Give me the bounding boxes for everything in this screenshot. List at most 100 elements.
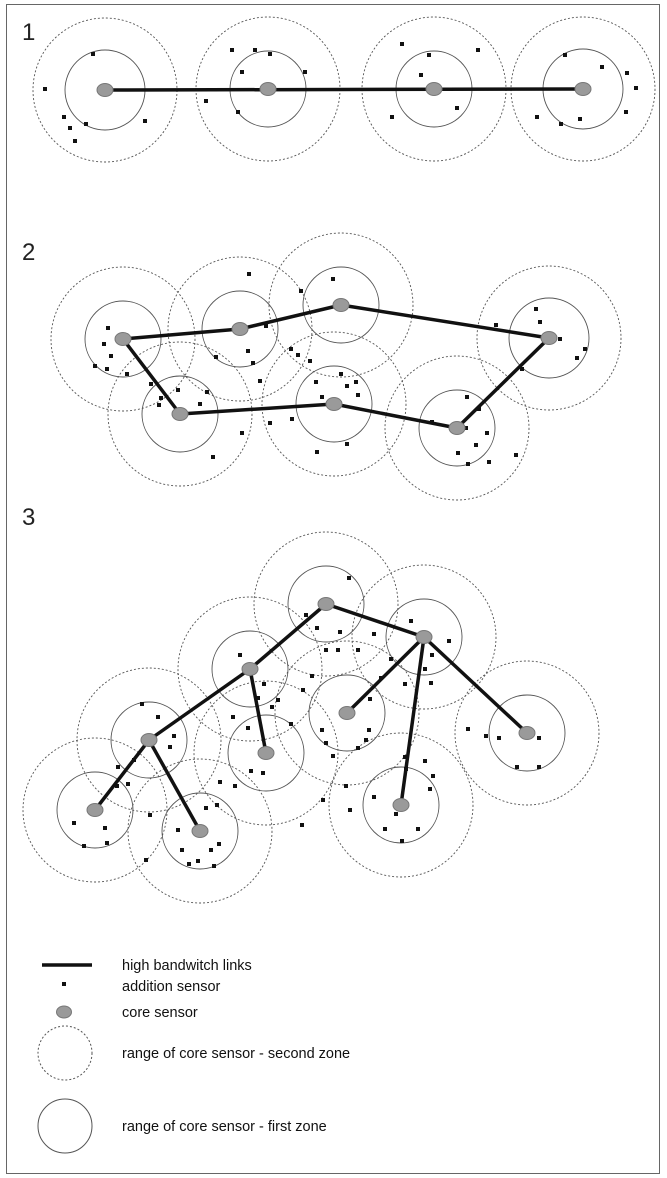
addition-sensor: [477, 407, 481, 411]
addition-sensor: [289, 347, 293, 351]
addition-sensor: [172, 734, 176, 738]
addition-sensor: [256, 696, 260, 700]
addition-sensor: [103, 826, 107, 830]
addition-sensor: [159, 396, 163, 400]
core-sensor: [425, 82, 443, 96]
first-zone-circle: [84, 300, 162, 378]
addition-sensor: [356, 746, 360, 750]
addition-sensor: [246, 726, 250, 730]
second-zone-circle: [351, 564, 497, 710]
high-bandwidth-link: [345, 635, 426, 715]
addition-sensor: [339, 372, 343, 376]
core-sensor: [338, 706, 356, 720]
addition-sensor: [379, 676, 383, 680]
addition-sensor: [430, 653, 434, 657]
addition-sensor: [345, 442, 349, 446]
addition-sensor: [324, 741, 328, 745]
addition-sensor: [198, 402, 202, 406]
addition-sensor: [157, 403, 161, 407]
addition-sensor: [261, 771, 265, 775]
addition-sensor: [423, 667, 427, 671]
addition-sensor: [497, 736, 501, 740]
addition-sensor: [262, 682, 266, 686]
addition-sensor: [246, 349, 250, 353]
addition-sensor: [372, 632, 376, 636]
addition-sensor: [230, 48, 234, 52]
addition-sensor: [344, 784, 348, 788]
addition-sensor: [331, 754, 335, 758]
addition-sensor: [474, 443, 478, 447]
addition-sensor: [324, 648, 328, 652]
addition-sensor: [356, 393, 360, 397]
addition-sensor: [102, 342, 106, 346]
legend: high bandwitch links addition sensor cor…: [37, 958, 350, 1154]
addition-sensor: [211, 455, 215, 459]
addition-sensor: [93, 364, 97, 368]
addition-sensor: [430, 420, 434, 424]
addition-sensor: [466, 727, 470, 731]
high-bandwidth-link: [121, 303, 551, 430]
addition-sensor: [487, 460, 491, 464]
core-sensor: [325, 397, 343, 411]
addition-sensor: [465, 395, 469, 399]
high-bandwidth-link: [93, 602, 529, 812]
first-zone-circle: [508, 297, 590, 379]
panel-1-number: 1: [22, 19, 35, 46]
first-zone-circle: [308, 674, 386, 752]
addition-sensor: [400, 839, 404, 843]
legend-second-zone-label: range of core sensor - second zone: [122, 1046, 350, 1062]
first-zone-circle: [302, 266, 380, 344]
first-zone-circle: [295, 365, 373, 443]
addition-sensor: [240, 70, 244, 74]
addition-sensor: [105, 841, 109, 845]
legend-links-label: high bandwitch links: [122, 958, 252, 974]
second-zone-circle: [454, 660, 600, 806]
addition-sensor: [43, 87, 47, 91]
addition-sensor: [625, 71, 629, 75]
addition-sensor: [268, 52, 272, 56]
addition-sensors: [43, 42, 638, 868]
addition-sensor: [429, 681, 433, 685]
core-sensor: [86, 803, 104, 817]
first-zone-circle: [141, 375, 219, 453]
core-sensor: [259, 82, 277, 96]
addition-sensor: [214, 355, 218, 359]
addition-sensor: [538, 320, 542, 324]
second-zone-circle: [177, 596, 323, 742]
first-zone-circle: [110, 701, 188, 779]
addition-sensor: [404, 767, 408, 771]
legend-core-swatch: [56, 1005, 72, 1019]
second-zone-circle: [476, 265, 622, 411]
addition-sensor: [253, 48, 257, 52]
addition-sensor: [212, 864, 216, 868]
addition-sensor: [140, 702, 144, 706]
addition-sensor: [347, 576, 351, 580]
core-sensor: [114, 332, 132, 346]
addition-sensor: [403, 682, 407, 686]
addition-sensor: [84, 122, 88, 126]
addition-sensor: [394, 812, 398, 816]
addition-sensor: [105, 367, 109, 371]
core-sensor: [332, 298, 350, 312]
legend-core-label: core sensor: [122, 1005, 198, 1021]
first-zone-circle: [488, 694, 566, 772]
addition-sensor: [354, 380, 358, 384]
addition-sensor: [268, 421, 272, 425]
addition-sensor: [485, 431, 489, 435]
addition-sensor: [427, 53, 431, 57]
core-sensor: [448, 421, 466, 435]
addition-sensor: [624, 110, 628, 114]
addition-sensor: [204, 806, 208, 810]
second-zone-circle: [253, 531, 399, 677]
addition-sensor: [348, 808, 352, 812]
addition-sensor: [289, 722, 293, 726]
core-sensor: [317, 597, 335, 611]
addition-sensor: [187, 862, 191, 866]
addition-sensor: [72, 821, 76, 825]
addition-sensor: [336, 648, 340, 652]
addition-sensor: [314, 380, 318, 384]
addition-sensor: [403, 755, 407, 759]
addition-sensor: [73, 139, 77, 143]
high-bandwidth-link: [248, 668, 268, 754]
